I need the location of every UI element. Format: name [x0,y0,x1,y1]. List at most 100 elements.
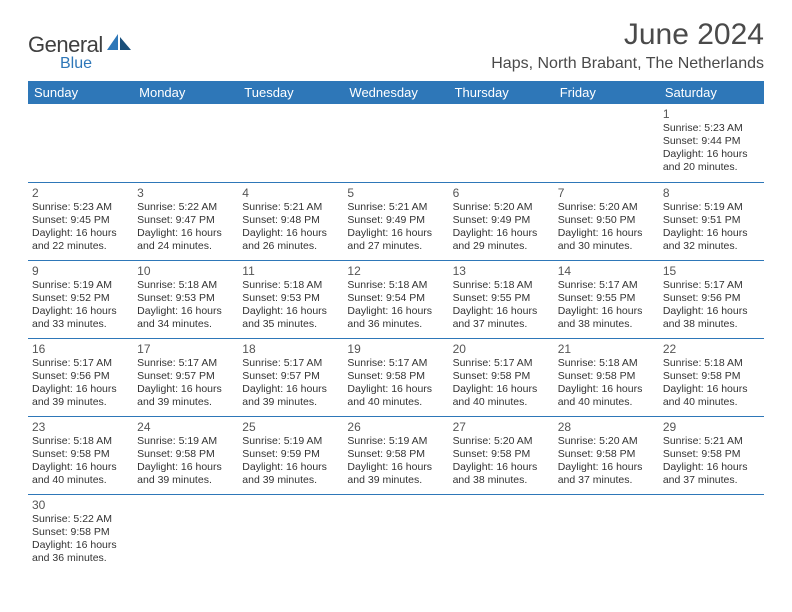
calendar-cell-empty [343,104,448,182]
calendar-cell: 30Sunrise: 5:22 AMSunset: 9:58 PMDayligh… [28,494,133,572]
day-header: Monday [133,81,238,104]
logo: General Blue [28,32,133,73]
cell-text: Sunrise: 5:18 AM [558,357,655,370]
cell-text: Daylight: 16 hours [453,305,550,318]
cell-text: and 38 minutes. [453,474,550,487]
cell-text: Sunset: 9:53 PM [137,292,234,305]
cell-text: Daylight: 16 hours [453,383,550,396]
cell-text: Sunset: 9:58 PM [32,448,129,461]
cell-text: Sunset: 9:47 PM [137,214,234,227]
cell-text: Daylight: 16 hours [32,305,129,318]
day-header: Saturday [659,81,764,104]
day-number: 3 [137,186,234,200]
calendar-cell-empty [238,494,343,572]
calendar-cell: 6Sunrise: 5:20 AMSunset: 9:49 PMDaylight… [449,182,554,260]
cell-text: Sunrise: 5:17 AM [242,357,339,370]
cell-text: Sunset: 9:59 PM [242,448,339,461]
cell-text: and 33 minutes. [32,318,129,331]
cell-text: and 26 minutes. [242,240,339,253]
day-number: 12 [347,264,444,278]
cell-text: and 37 minutes. [453,318,550,331]
cell-text: Sunset: 9:58 PM [453,370,550,383]
cell-text: Sunset: 9:45 PM [32,214,129,227]
cell-text: Sunset: 9:55 PM [453,292,550,305]
cell-text: Sunrise: 5:17 AM [558,279,655,292]
cell-text: and 40 minutes. [453,396,550,409]
cell-text: Sunrise: 5:18 AM [137,279,234,292]
cell-text: and 32 minutes. [663,240,760,253]
calendar-cell: 20Sunrise: 5:17 AMSunset: 9:58 PMDayligh… [449,338,554,416]
day-number: 17 [137,342,234,356]
day-number: 30 [32,498,129,512]
calendar-cell: 9Sunrise: 5:19 AMSunset: 9:52 PMDaylight… [28,260,133,338]
month-title: June 2024 [491,18,764,52]
calendar-cell-empty [28,104,133,182]
calendar-row: 30Sunrise: 5:22 AMSunset: 9:58 PMDayligh… [28,494,764,572]
cell-text: Sunset: 9:52 PM [32,292,129,305]
cell-text: and 40 minutes. [663,396,760,409]
cell-text: Sunset: 9:58 PM [663,370,760,383]
cell-text: Daylight: 16 hours [32,539,129,552]
cell-text: Sunrise: 5:20 AM [453,435,550,448]
calendar-cell: 23Sunrise: 5:18 AMSunset: 9:58 PMDayligh… [28,416,133,494]
location: Haps, North Brabant, The Netherlands [491,55,764,73]
cell-text: Daylight: 16 hours [347,305,444,318]
cell-text: Sunset: 9:48 PM [242,214,339,227]
cell-text: Sunrise: 5:17 AM [137,357,234,370]
day-number: 1 [663,107,760,121]
calendar-row: 16Sunrise: 5:17 AMSunset: 9:56 PMDayligh… [28,338,764,416]
cell-text: Sunrise: 5:17 AM [663,279,760,292]
calendar-row: 2Sunrise: 5:23 AMSunset: 9:45 PMDaylight… [28,182,764,260]
cell-text: and 22 minutes. [32,240,129,253]
day-number: 29 [663,420,760,434]
cell-text: Daylight: 16 hours [137,383,234,396]
cell-text: Daylight: 16 hours [32,227,129,240]
cell-text: and 35 minutes. [242,318,339,331]
cell-text: Daylight: 16 hours [558,383,655,396]
cell-text: Sunrise: 5:18 AM [663,357,760,370]
day-number: 13 [453,264,550,278]
cell-text: and 27 minutes. [347,240,444,253]
cell-text: Daylight: 16 hours [558,305,655,318]
cell-text: Sunrise: 5:22 AM [137,201,234,214]
calendar-cell: 16Sunrise: 5:17 AMSunset: 9:56 PMDayligh… [28,338,133,416]
cell-text: and 38 minutes. [663,318,760,331]
cell-text: Sunrise: 5:17 AM [453,357,550,370]
cell-text: Sunset: 9:58 PM [453,448,550,461]
cell-text: Sunrise: 5:19 AM [242,435,339,448]
cell-text: Sunset: 9:58 PM [32,526,129,539]
day-number: 24 [137,420,234,434]
cell-text: Sunset: 9:57 PM [242,370,339,383]
cell-text: Sunrise: 5:21 AM [242,201,339,214]
day-number: 4 [242,186,339,200]
calendar-cell: 3Sunrise: 5:22 AMSunset: 9:47 PMDaylight… [133,182,238,260]
cell-text: Sunset: 9:55 PM [558,292,655,305]
calendar-cell: 25Sunrise: 5:19 AMSunset: 9:59 PMDayligh… [238,416,343,494]
cell-text: and 36 minutes. [32,552,129,565]
cell-text: Sunrise: 5:20 AM [558,201,655,214]
cell-text: Sunrise: 5:21 AM [347,201,444,214]
day-number: 8 [663,186,760,200]
cell-text: Daylight: 16 hours [242,461,339,474]
cell-text: Daylight: 16 hours [663,305,760,318]
cell-text: Sunset: 9:58 PM [137,448,234,461]
cell-text: Daylight: 16 hours [663,383,760,396]
day-header: Wednesday [343,81,448,104]
calendar-cell: 1Sunrise: 5:23 AMSunset: 9:44 PMDaylight… [659,104,764,182]
cell-text: Sunrise: 5:21 AM [663,435,760,448]
cell-text: Sunset: 9:58 PM [558,370,655,383]
cell-text: and 20 minutes. [663,161,760,174]
cell-text: Daylight: 16 hours [137,227,234,240]
cell-text: and 29 minutes. [453,240,550,253]
day-number: 14 [558,264,655,278]
day-number: 28 [558,420,655,434]
cell-text: and 38 minutes. [558,318,655,331]
day-number: 26 [347,420,444,434]
cell-text: Daylight: 16 hours [558,227,655,240]
cell-text: Daylight: 16 hours [32,461,129,474]
day-number: 5 [347,186,444,200]
calendar-cell: 12Sunrise: 5:18 AMSunset: 9:54 PMDayligh… [343,260,448,338]
cell-text: Daylight: 16 hours [242,227,339,240]
cell-text: and 39 minutes. [137,396,234,409]
cell-text: Daylight: 16 hours [663,227,760,240]
